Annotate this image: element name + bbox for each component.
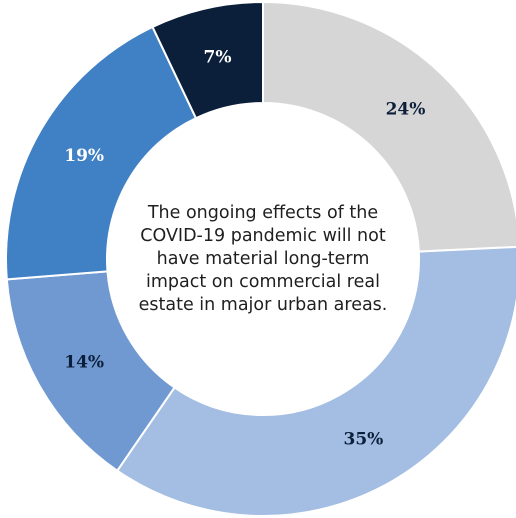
- slice-label-7: 7%: [204, 48, 232, 68]
- slice-label-35: 35%: [343, 429, 383, 449]
- labels-group: 24% 35% 14% 19% 7%: [64, 48, 425, 450]
- slices-group: [5, 0, 516, 517]
- center-statement: The ongoing effects of the COVID-19 pand…: [118, 202, 408, 317]
- slice-label-24: 24%: [386, 100, 426, 120]
- center-text-line-4: impact on commercial real: [146, 272, 380, 292]
- slice-19: [5, 25, 198, 281]
- center-text-line-3: have material long-term: [156, 249, 370, 269]
- slice-35: [115, 245, 516, 517]
- center-text-line-1: The ongoing effects of the: [147, 203, 379, 223]
- center-text-line-5: estate in major urban areas.: [138, 295, 388, 315]
- slice-7: [151, 0, 264, 120]
- slice-24: [262, 0, 516, 253]
- slice-label-14: 14%: [64, 352, 104, 372]
- slice-label-19: 19%: [64, 146, 104, 166]
- center-text-line-2: COVID-19 pandemic will not: [140, 226, 386, 246]
